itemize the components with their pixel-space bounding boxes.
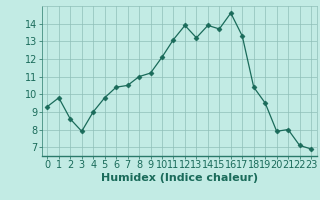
X-axis label: Humidex (Indice chaleur): Humidex (Indice chaleur): [100, 173, 258, 183]
